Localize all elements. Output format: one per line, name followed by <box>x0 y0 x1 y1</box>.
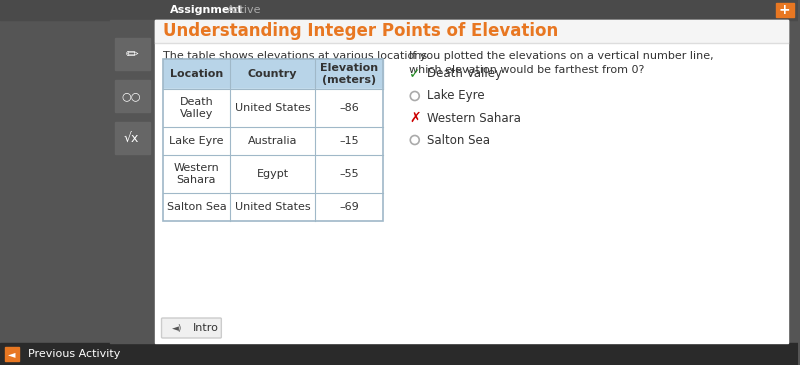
Bar <box>162 59 383 89</box>
Text: Lake Eyre: Lake Eyre <box>426 89 484 103</box>
Text: √x: √x <box>124 131 139 145</box>
Bar <box>0 0 798 20</box>
Text: United States: United States <box>235 202 310 212</box>
Text: Salton Sea: Salton Sea <box>166 202 226 212</box>
Text: Western Sahara: Western Sahara <box>426 111 521 124</box>
Text: Elevation
(meters): Elevation (meters) <box>320 63 378 85</box>
Text: ✓: ✓ <box>409 67 421 81</box>
Bar <box>5 347 19 361</box>
Text: Understanding Integer Points of Elevation: Understanding Integer Points of Elevatio… <box>162 22 558 40</box>
Bar <box>162 193 383 221</box>
Text: Australia: Australia <box>248 136 298 146</box>
Text: –55: –55 <box>339 169 358 179</box>
Bar <box>162 127 383 155</box>
Text: ◄: ◄ <box>8 349 16 359</box>
Bar <box>162 155 383 193</box>
Text: +: + <box>779 3 790 17</box>
Text: Death
Valley: Death Valley <box>179 97 214 119</box>
Text: ○○: ○○ <box>122 91 142 101</box>
Text: United States: United States <box>235 103 310 113</box>
Text: Previous Activity: Previous Activity <box>28 349 120 359</box>
Bar <box>114 38 150 70</box>
Text: The table shows elevations at various locations.: The table shows elevations at various lo… <box>162 51 430 61</box>
Bar <box>154 20 788 42</box>
Bar <box>776 3 794 17</box>
Text: Country: Country <box>248 69 298 79</box>
Text: Egypt: Egypt <box>257 169 289 179</box>
Bar <box>110 20 154 343</box>
Bar <box>114 80 150 112</box>
Text: Death Valley: Death Valley <box>426 68 502 81</box>
Text: Intro: Intro <box>193 323 218 333</box>
Text: Salton Sea: Salton Sea <box>426 134 490 146</box>
Text: –69: –69 <box>339 202 359 212</box>
Text: ✗: ✗ <box>409 111 421 125</box>
Text: Active: Active <box>227 5 262 15</box>
Text: Assignment: Assignment <box>170 5 243 15</box>
Bar <box>114 122 150 154</box>
Text: –15: –15 <box>339 136 358 146</box>
Text: ✏: ✏ <box>126 46 138 61</box>
Text: If you plotted the elevations on a vertical number line,
which elevation would b: If you plotted the elevations on a verti… <box>409 51 714 75</box>
Text: Western
Sahara: Western Sahara <box>174 163 219 185</box>
Text: Lake Eyre: Lake Eyre <box>169 136 224 146</box>
Bar <box>162 89 383 127</box>
Text: ◄): ◄) <box>171 323 182 333</box>
Bar <box>154 20 788 343</box>
Text: Location: Location <box>170 69 223 79</box>
Bar <box>0 343 798 365</box>
Text: –86: –86 <box>339 103 359 113</box>
Bar <box>162 59 383 221</box>
FancyBboxPatch shape <box>162 318 222 338</box>
